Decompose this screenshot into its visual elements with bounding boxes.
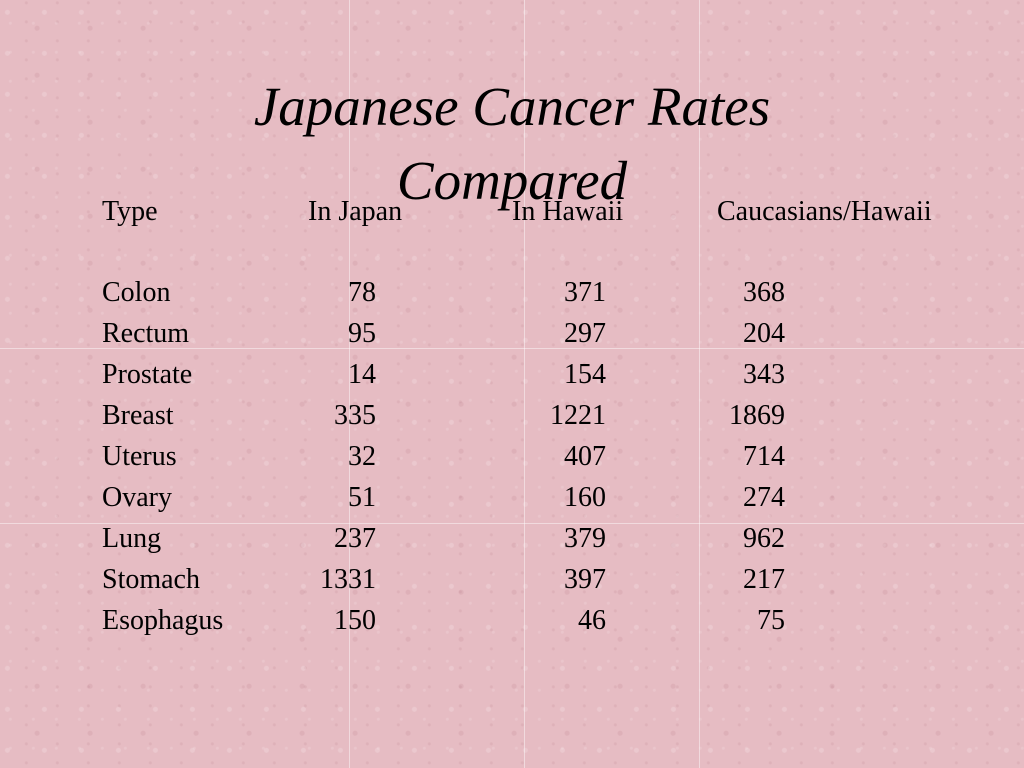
cell-caucasians-hawaii: 714 — [743, 441, 785, 472]
cell-type: Ovary — [102, 482, 172, 513]
cell-in-hawaii: 397 — [564, 564, 606, 595]
cell-in-hawaii: 379 — [564, 523, 606, 554]
slide-title: Japanese Cancer Rates Compared — [253, 76, 771, 211]
background-tile-seam — [0, 348, 1024, 349]
column-header-in-japan: In Japan — [308, 196, 403, 227]
cell-caucasians-hawaii: 274 — [743, 482, 785, 513]
cell-caucasians-hawaii: 962 — [743, 523, 785, 554]
background-tile-seam — [524, 0, 525, 768]
cell-type: Lung — [102, 523, 162, 554]
cell-type: Rectum — [102, 318, 190, 349]
cell-type: Stomach — [102, 564, 200, 595]
cell-type: Esophagus — [102, 605, 224, 636]
cell-in-hawaii: 46 — [578, 605, 606, 636]
cell-in-japan: 150 — [334, 605, 376, 636]
cell-caucasians-hawaii: 204 — [743, 318, 785, 349]
cell-in-hawaii: 154 — [564, 359, 606, 390]
column-header-type: Type — [102, 196, 158, 227]
cell-in-japan: 335 — [334, 400, 376, 431]
cell-in-japan: 14 — [348, 359, 376, 390]
cell-in-japan: 32 — [348, 441, 376, 472]
column-header-caucasians-hawaii: Caucasians/Hawaii — [717, 196, 932, 227]
background-tile-seam — [349, 0, 350, 768]
cell-caucasians-hawaii: 217 — [743, 564, 785, 595]
background-tile-seam — [699, 0, 700, 768]
cell-caucasians-hawaii: 1869 — [729, 400, 785, 431]
column-header-in-hawaii: In Hawaii — [512, 196, 624, 227]
cell-in-hawaii: 297 — [564, 318, 606, 349]
cell-in-hawaii: 1221 — [550, 400, 606, 431]
cell-in-hawaii: 160 — [564, 482, 606, 513]
cell-in-hawaii: 371 — [564, 277, 606, 308]
background-tile-seam — [0, 523, 1024, 524]
cell-type: Colon — [102, 277, 171, 308]
cell-in-japan: 237 — [334, 523, 376, 554]
cell-in-japan: 1331 — [320, 564, 376, 595]
cell-in-japan: 78 — [348, 277, 376, 308]
cell-type: Prostate — [102, 359, 193, 390]
cell-type: Breast — [102, 400, 174, 431]
cell-caucasians-hawaii: 343 — [743, 359, 785, 390]
cell-in-japan: 51 — [348, 482, 376, 513]
cell-in-japan: 95 — [348, 318, 376, 349]
cell-caucasians-hawaii: 368 — [743, 277, 785, 308]
cell-in-hawaii: 407 — [564, 441, 606, 472]
cell-caucasians-hawaii: 75 — [757, 605, 785, 636]
cell-type: Uterus — [102, 441, 177, 472]
